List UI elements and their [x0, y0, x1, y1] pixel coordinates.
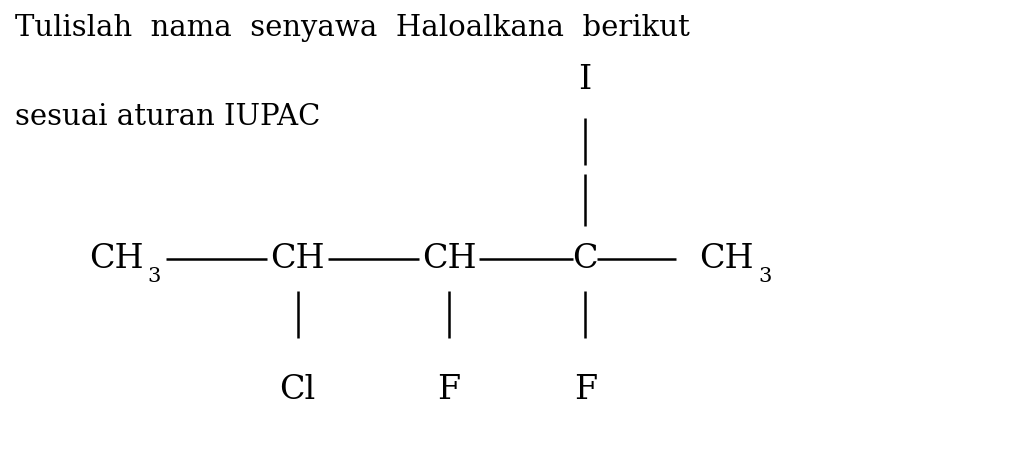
Text: CH: CH — [699, 243, 754, 274]
Text: Cl: Cl — [279, 374, 316, 406]
Text: 3: 3 — [147, 267, 161, 286]
Text: C: C — [572, 243, 598, 274]
Text: 3: 3 — [758, 267, 772, 286]
Text: CH: CH — [89, 243, 143, 274]
Text: CH: CH — [270, 243, 325, 274]
Text: F: F — [574, 374, 596, 406]
Text: CH: CH — [422, 243, 476, 274]
Text: sesuai aturan IUPAC: sesuai aturan IUPAC — [15, 103, 321, 132]
Text: I: I — [578, 64, 592, 96]
Text: Tulislah  nama  senyawa  Haloalkana  berikut: Tulislah nama senyawa Haloalkana berikut — [15, 14, 690, 42]
Text: F: F — [438, 374, 460, 406]
